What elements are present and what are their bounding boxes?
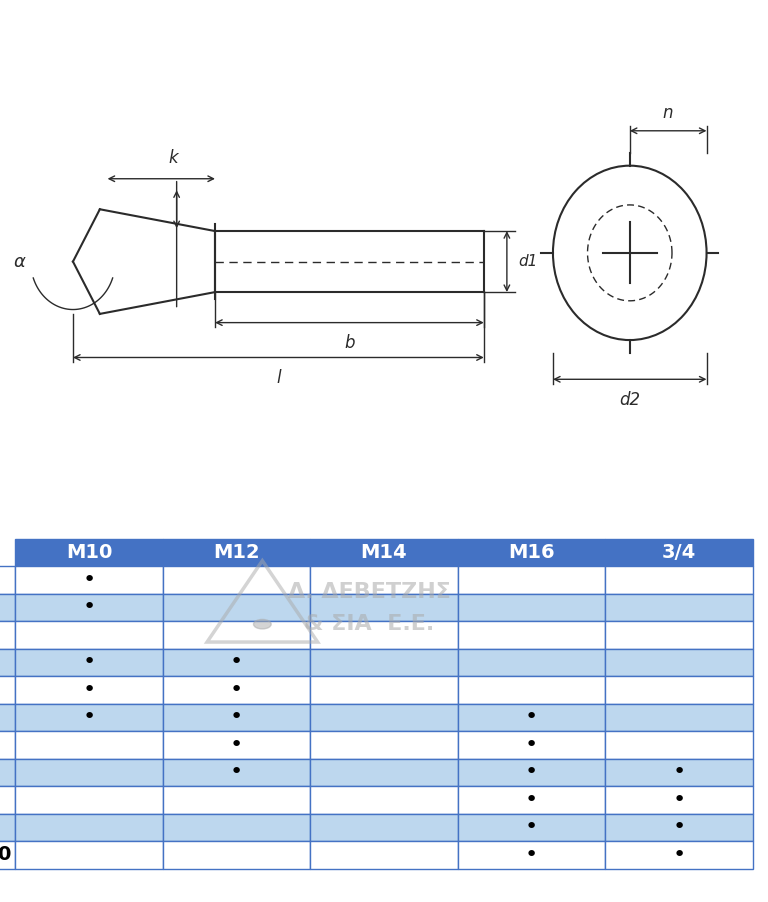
- Text: & ΣΙΑ  Ε.Ε.: & ΣΙΑ Ε.Ε.: [304, 614, 435, 634]
- Text: n: n: [663, 104, 674, 122]
- Text: Δ. ΔΕΒΕΤΖΗΣ: Δ. ΔΕΒΕΤΖΗΣ: [288, 583, 451, 603]
- Text: b: b: [344, 334, 355, 352]
- Text: d2: d2: [619, 391, 641, 409]
- Text: d1: d1: [518, 254, 538, 269]
- Text: k: k: [168, 150, 177, 168]
- Circle shape: [253, 620, 271, 629]
- Text: α: α: [13, 253, 25, 271]
- Text: l: l: [276, 369, 281, 387]
